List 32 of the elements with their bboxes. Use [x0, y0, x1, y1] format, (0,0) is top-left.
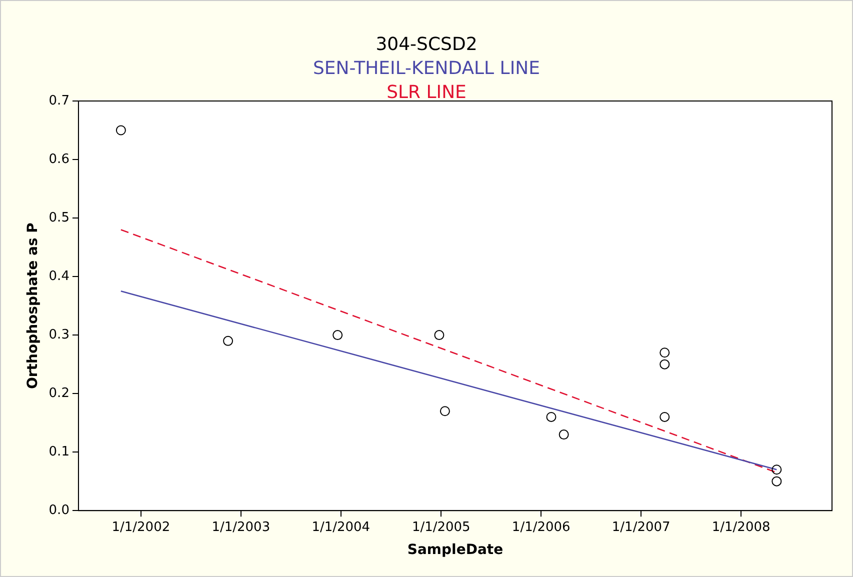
- point: [660, 412, 670, 422]
- y-tick-label: 0.7: [48, 93, 70, 108]
- point: [223, 336, 234, 346]
- y-tick-label: 0.5: [48, 210, 70, 226]
- y-tick-label: 0.1: [48, 444, 70, 460]
- x-tick-label: 1/1/2007: [612, 520, 670, 535]
- y-tick-label: 0.2: [48, 386, 70, 401]
- x-tick-label: 1/1/2006: [512, 520, 570, 535]
- x-tick-label: 1/1/2004: [312, 520, 370, 535]
- y-tick-label: 0.6: [48, 152, 70, 167]
- chart-title: 304-SCSD2: [374, 33, 478, 57]
- point: [434, 330, 444, 340]
- point: [772, 476, 782, 486]
- point: [772, 464, 782, 475]
- y-tick-label: 0.3: [48, 327, 70, 342]
- text: SEN-THEIL-KENDALL LINE: [312, 57, 541, 81]
- x-tick-label: 1/1/2003: [212, 520, 270, 535]
- point: [546, 412, 556, 422]
- point: [332, 330, 343, 340]
- point: [660, 359, 670, 370]
- x-tick-label: 1/1/2002: [112, 520, 170, 535]
- x-axis-title: SampleDate: [407, 542, 504, 558]
- point: [660, 348, 670, 358]
- text: SLR LINE: [386, 82, 466, 103]
- point: [116, 125, 126, 136]
- y-tick-label: 0.0: [48, 502, 70, 518]
- y-axis-title: Orthophosphate as P: [25, 222, 42, 390]
- point: [440, 406, 450, 416]
- point: [558, 430, 569, 440]
- x-tick-label: 1/1/2005: [412, 520, 470, 535]
- y-tick-label: 0.4: [48, 268, 70, 284]
- x-tick-label: 1/1/2008: [712, 520, 770, 535]
